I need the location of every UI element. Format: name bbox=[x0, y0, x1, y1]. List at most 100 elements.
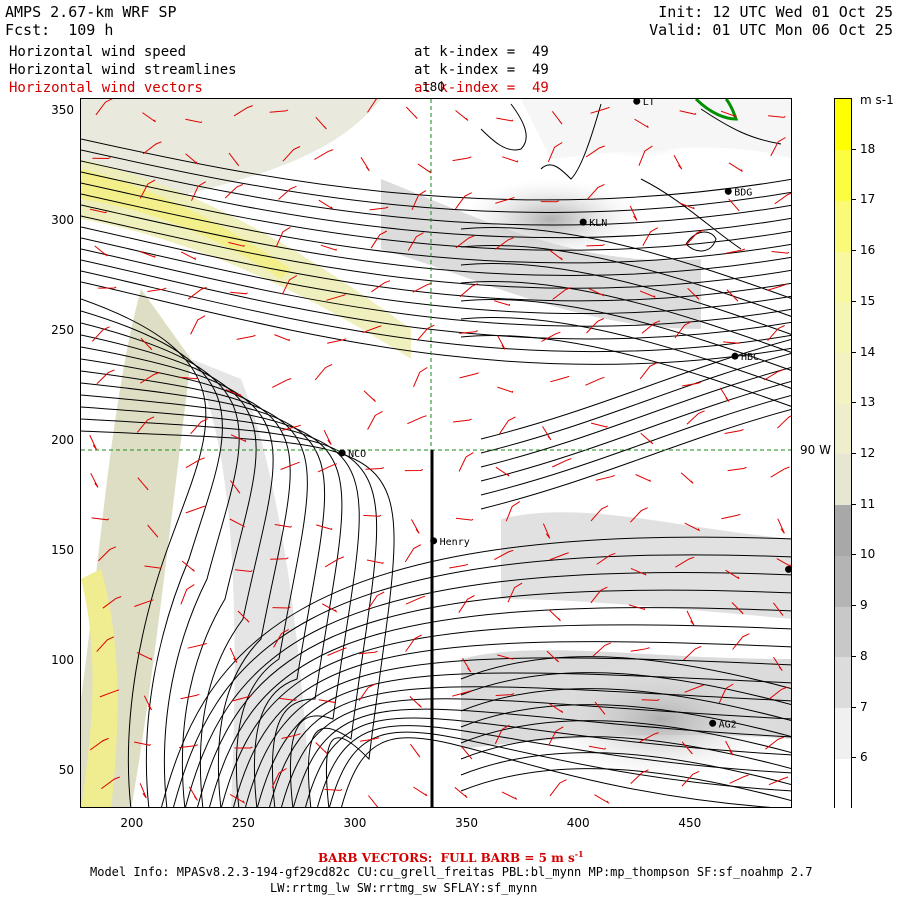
wind-barb bbox=[142, 112, 156, 123]
x-tick-label: 400 bbox=[566, 816, 590, 830]
wind-barb bbox=[412, 282, 432, 293]
colorbar-tick bbox=[852, 250, 856, 252]
colorbar-tick bbox=[852, 402, 856, 404]
wind-barb bbox=[777, 518, 785, 534]
wind-barb bbox=[368, 795, 379, 807]
streamline bbox=[257, 672, 791, 807]
wind-barb bbox=[549, 703, 564, 714]
wind-barb bbox=[505, 501, 521, 522]
colorbar-unit: m s-1 bbox=[860, 93, 894, 107]
model-info: Model Info: MPASv8.2.3-194-gf29cd82c CU:… bbox=[90, 865, 813, 879]
wind-barb bbox=[684, 522, 700, 532]
wind-barb bbox=[459, 330, 478, 334]
wind-barb bbox=[323, 429, 332, 445]
wind-barb bbox=[190, 315, 206, 335]
wind-barb bbox=[321, 603, 338, 613]
streamline bbox=[233, 641, 791, 807]
wind-barb bbox=[495, 197, 515, 204]
streamline bbox=[81, 406, 360, 807]
wind-barb bbox=[358, 650, 378, 655]
wind-barb bbox=[494, 549, 514, 561]
streamline bbox=[197, 589, 791, 807]
y-tick-label: 150 bbox=[51, 542, 74, 557]
wind-barb bbox=[455, 517, 474, 521]
colorbar-level: 14 bbox=[860, 344, 876, 359]
streamline bbox=[81, 149, 791, 214]
wind-barb bbox=[134, 599, 154, 607]
wind-barb bbox=[635, 474, 652, 483]
colorbar-segment bbox=[835, 454, 851, 506]
wind-barb bbox=[459, 372, 479, 379]
wind-barb bbox=[630, 567, 647, 576]
wind-streamlines bbox=[81, 138, 791, 807]
wind-barb bbox=[142, 141, 162, 155]
wind-barb bbox=[764, 369, 784, 381]
field-level-streamlines: at k-index = 49 bbox=[414, 62, 549, 78]
wind-barb bbox=[639, 290, 656, 298]
station-dot bbox=[338, 449, 346, 457]
x-tick-label: 300 bbox=[343, 816, 367, 830]
wind-barb bbox=[90, 472, 99, 488]
wind-barb bbox=[681, 770, 700, 787]
streamline bbox=[317, 725, 791, 807]
map-plot: NCO Henry KLN BDG HBC AG2 LT bbox=[80, 98, 792, 808]
wind-barb bbox=[774, 192, 791, 205]
wind-barb bbox=[411, 190, 427, 211]
wind-barb bbox=[94, 245, 108, 257]
wind-barb bbox=[140, 372, 160, 384]
wind-barb bbox=[630, 769, 649, 784]
wind-barb bbox=[369, 206, 389, 211]
streamline bbox=[480, 395, 791, 496]
x-tick-label: 200 bbox=[120, 816, 144, 830]
colorbar-level: 15 bbox=[860, 293, 876, 308]
streamline bbox=[81, 310, 223, 807]
wind-barb bbox=[679, 110, 697, 115]
station-markers: NCO Henry KLN BDG HBC AG2 LT bbox=[338, 99, 791, 730]
wind-barb bbox=[462, 657, 472, 673]
wind-barb bbox=[180, 693, 200, 700]
forecast-hour: Fcst: 109 h bbox=[5, 21, 114, 39]
wind-barb bbox=[629, 507, 648, 523]
wind-barb bbox=[413, 786, 428, 797]
wind-barb bbox=[541, 331, 561, 342]
wind-barb bbox=[362, 325, 382, 334]
wind-barb bbox=[493, 300, 511, 306]
colorbar-level: 8 bbox=[860, 648, 868, 663]
wind-barb bbox=[228, 241, 245, 247]
wind-barb bbox=[773, 656, 783, 671]
wind-barb bbox=[89, 737, 109, 751]
wind-barb bbox=[269, 109, 289, 113]
wind-barb bbox=[630, 647, 650, 652]
wind-barb bbox=[185, 505, 206, 514]
wind-barb bbox=[499, 416, 516, 435]
wind-barb bbox=[185, 118, 203, 124]
streamline bbox=[460, 226, 791, 299]
streamline bbox=[81, 358, 291, 807]
wind-barb bbox=[363, 514, 382, 517]
wind-barb bbox=[723, 341, 741, 344]
wind-barb bbox=[721, 513, 741, 520]
wind-barb bbox=[282, 146, 301, 162]
wind-barb bbox=[768, 776, 789, 786]
station-label: KLN bbox=[589, 218, 607, 229]
streamline bbox=[81, 171, 791, 239]
barb-note: BARB VECTORS: FULL BARB = 5 m s-1 bbox=[318, 849, 584, 865]
wind-barb bbox=[548, 726, 564, 746]
wind-barb bbox=[551, 110, 563, 125]
wind-barb bbox=[229, 518, 246, 528]
wind-barb bbox=[452, 690, 472, 697]
wind-barb bbox=[144, 565, 162, 569]
wind-barb bbox=[590, 505, 609, 522]
wind-barb bbox=[367, 99, 378, 113]
wind-barb bbox=[727, 466, 747, 472]
streamline bbox=[460, 316, 791, 389]
coastline bbox=[480, 99, 782, 252]
wind-barb bbox=[187, 286, 207, 300]
wind-barb bbox=[683, 645, 702, 661]
wind-barb bbox=[542, 426, 552, 441]
streamline bbox=[81, 430, 395, 807]
streamline bbox=[81, 160, 791, 226]
streamline bbox=[480, 381, 791, 482]
streamline bbox=[480, 367, 791, 468]
field-level-vectors: at k-index = 49 bbox=[414, 80, 549, 96]
